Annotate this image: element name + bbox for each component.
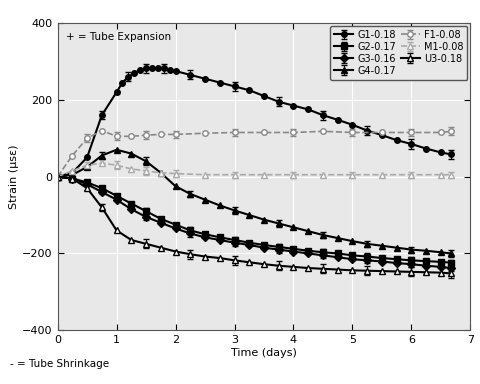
Y-axis label: Strain (μsε): Strain (μsε): [10, 144, 20, 209]
Legend: G1-0.18, G2-0.17, G3-0.16, G4-0.17, F1-0.08, M1-0.08, U3-0.18: G1-0.18, G2-0.17, G3-0.16, G4-0.17, F1-0…: [330, 26, 468, 79]
Text: + = Tube Expansion: + = Tube Expansion: [66, 32, 171, 42]
Text: - = Tube Shrinkage: - = Tube Shrinkage: [10, 359, 109, 369]
X-axis label: Time (days): Time (days): [231, 348, 297, 358]
